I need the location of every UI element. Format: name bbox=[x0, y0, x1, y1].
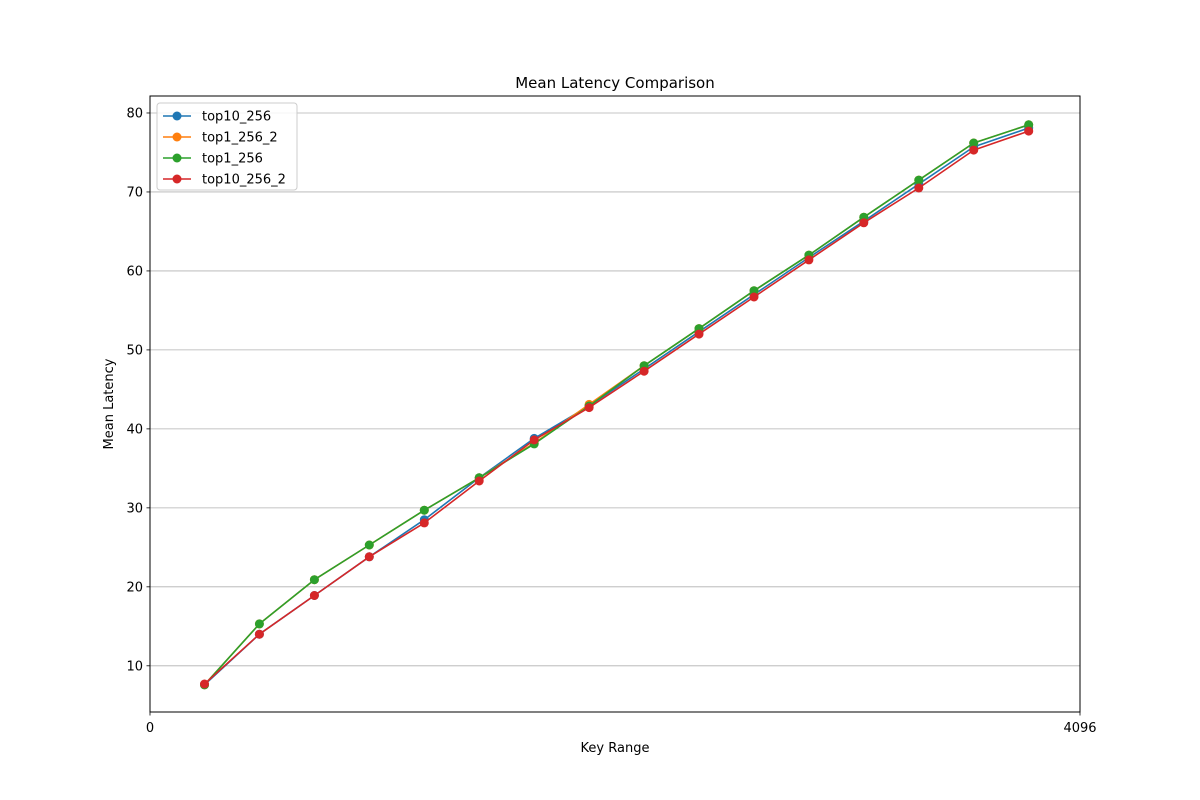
plot-frame bbox=[149, 95, 1081, 713]
data-point bbox=[749, 292, 759, 302]
data-point bbox=[1024, 126, 1034, 136]
data-point bbox=[914, 175, 924, 185]
y-tick-label: 50 bbox=[126, 343, 143, 358]
data-point bbox=[419, 505, 429, 515]
data-point bbox=[529, 435, 539, 445]
data-point bbox=[200, 679, 209, 689]
legend-label: top10_256 bbox=[202, 110, 271, 125]
data-point bbox=[804, 255, 814, 265]
series-layer bbox=[200, 120, 1034, 690]
legend-label: top1_256 bbox=[202, 152, 263, 167]
data-point bbox=[584, 403, 594, 413]
legend-label: top1_256_2 bbox=[202, 131, 278, 146]
legend-entries: top10_256 top1_256_2 top1_256 top10_256_2 bbox=[163, 110, 286, 188]
y-tick-label: 10 bbox=[126, 659, 143, 674]
legend-entry: top10_256 bbox=[163, 110, 271, 125]
data-point bbox=[914, 183, 924, 193]
y-axis-label: Mean Latency bbox=[102, 358, 117, 449]
y-tick-label: 80 bbox=[126, 106, 143, 121]
legend-swatch-marker bbox=[172, 111, 182, 121]
series-line bbox=[203, 124, 1029, 686]
legend-label: top10_256_2 bbox=[202, 173, 286, 188]
legend-swatch-marker bbox=[172, 153, 182, 163]
legend-frame bbox=[156, 102, 298, 191]
x-tick-label: 4096 bbox=[1063, 721, 1096, 736]
chart-title: Mean Latency Comparison bbox=[515, 74, 715, 92]
data-point bbox=[969, 145, 979, 155]
y-tick-label: 70 bbox=[126, 185, 143, 200]
data-point bbox=[694, 329, 704, 339]
y-tick-label: 20 bbox=[126, 580, 143, 595]
y-axis-ticks: 10 20 30 40 50 60 70 80 bbox=[126, 106, 150, 674]
data-point bbox=[749, 286, 759, 296]
y-tick-label: 40 bbox=[126, 422, 143, 437]
data-point bbox=[969, 138, 979, 148]
data-point bbox=[474, 476, 484, 486]
x-tick-label: 0 bbox=[146, 721, 154, 736]
y-tick-label: 30 bbox=[126, 501, 143, 516]
data-point bbox=[309, 575, 319, 585]
legend-entry: top1_256 bbox=[163, 152, 263, 167]
y-tick-label: 60 bbox=[126, 264, 143, 279]
x-axis-ticks: 0 4096 bbox=[146, 712, 1097, 736]
legend-entry: top10_256_2 bbox=[163, 173, 286, 188]
data-point bbox=[419, 518, 429, 528]
data-point bbox=[364, 540, 374, 550]
data-point bbox=[364, 552, 374, 562]
legend-swatch-marker bbox=[172, 174, 182, 184]
data-point bbox=[859, 218, 869, 228]
data-point bbox=[1024, 120, 1034, 130]
legend-swatch-marker bbox=[172, 132, 182, 142]
legend: top10_256 top1_256_2 top1_256 top10_256_2 bbox=[156, 102, 298, 191]
x-axis-label: Key Range bbox=[581, 741, 650, 756]
data-point bbox=[309, 591, 319, 600]
data-point bbox=[254, 629, 264, 639]
data-point bbox=[639, 366, 649, 376]
legend-entry: top1_256_2 bbox=[163, 131, 278, 146]
series-top10_256_2 bbox=[200, 126, 1034, 689]
data-point bbox=[254, 619, 264, 629]
series-line bbox=[203, 130, 1029, 685]
